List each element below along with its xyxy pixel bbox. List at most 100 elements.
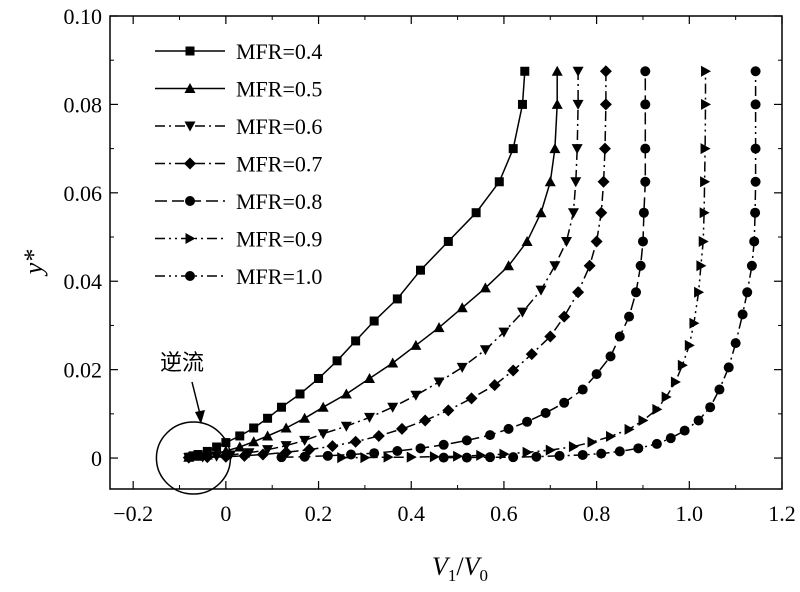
data-point [383, 451, 394, 463]
reverse-flow-label: 逆流 [160, 351, 204, 376]
annotation: 逆流 [155, 351, 232, 495]
data-point [677, 359, 688, 371]
data-point [415, 443, 426, 454]
data-point [640, 99, 651, 110]
x-title-sub1: 1 [448, 566, 457, 585]
data-point [234, 441, 246, 452]
data-point [410, 339, 422, 350]
data-point [314, 373, 324, 383]
data-point [295, 389, 305, 399]
data-point [640, 143, 651, 154]
x-tick-label: 1.2 [768, 501, 796, 526]
data-point [332, 356, 342, 366]
data-point [606, 430, 617, 442]
data-point [531, 451, 542, 462]
y-tick-label: 0.08 [64, 92, 103, 117]
data-point [471, 208, 481, 218]
data-point [638, 207, 649, 218]
data-point [670, 376, 681, 388]
data-point [280, 441, 292, 452]
plot-frame [109, 15, 783, 490]
data-point [340, 388, 352, 399]
data-point [587, 436, 598, 448]
data-point [591, 369, 602, 380]
data-point [624, 311, 635, 322]
legend-marker [185, 271, 195, 281]
data-point [494, 177, 504, 187]
data-point [443, 236, 453, 246]
y-tick-label: 0.04 [64, 269, 103, 294]
plot-border [109, 15, 783, 490]
data-point [299, 451, 310, 462]
data-point [522, 446, 533, 458]
data-point [742, 287, 753, 298]
legend-label: MFR=0.6 [236, 114, 322, 139]
reverse-flow-arrow-head [195, 410, 205, 424]
data-point [522, 416, 533, 427]
data-point [212, 442, 222, 452]
data-point [599, 65, 612, 78]
data-point [595, 206, 608, 219]
data-point [665, 433, 676, 444]
data-point [392, 445, 403, 456]
data-point [387, 357, 399, 368]
data-point [429, 451, 440, 463]
data-point [337, 452, 348, 464]
data-point [737, 309, 748, 320]
data-point [651, 438, 662, 449]
reverse-flow-circle [155, 421, 232, 495]
data-point [219, 450, 232, 463]
data-point [572, 66, 584, 77]
legend-label: MFR=0.8 [236, 189, 322, 214]
data-point [640, 66, 651, 77]
legend-label: MFR=0.5 [236, 77, 322, 102]
data-point [249, 423, 259, 433]
legend-label: MFR=1.0 [236, 264, 322, 289]
data-point [256, 448, 269, 461]
data-point [364, 412, 376, 423]
data-point [551, 98, 563, 109]
x-tick-label: 0 [220, 501, 231, 526]
data-point [322, 450, 333, 461]
data-point [406, 451, 417, 463]
legend-marker [185, 46, 195, 56]
data-point [571, 144, 583, 155]
data-point [701, 98, 712, 110]
data-point [545, 444, 556, 456]
data-point [317, 401, 329, 412]
data-point [503, 423, 514, 434]
data-point [392, 294, 402, 304]
data-point [453, 450, 464, 462]
data-point [479, 282, 491, 293]
data-point [535, 285, 547, 296]
data-point [262, 445, 274, 456]
legend-label: MFR=0.7 [236, 152, 322, 177]
data-point [299, 435, 311, 446]
data-point [276, 452, 287, 463]
series-layer [182, 65, 761, 464]
data-point [182, 451, 195, 464]
x-tick-label: 0.6 [490, 501, 518, 526]
data-point [554, 450, 565, 461]
data-point [750, 176, 761, 187]
data-point [465, 392, 478, 405]
data-point [520, 66, 530, 76]
data-point [364, 372, 376, 383]
data-point [700, 143, 711, 155]
series-mfr-0-7 [182, 65, 612, 464]
data-point [679, 425, 690, 436]
data-point [723, 362, 734, 373]
data-point [614, 446, 625, 457]
series-mfr-0-8 [276, 66, 651, 463]
data-point [438, 439, 449, 450]
data-point [605, 351, 616, 362]
data-point [714, 384, 725, 395]
data-point [544, 330, 557, 343]
data-point [485, 452, 496, 463]
data-point [558, 310, 571, 323]
reverse-flow-arrow-shaft [191, 381, 201, 415]
series-mfr-0-6 [183, 66, 584, 464]
data-point [461, 452, 472, 463]
x-tick-label: 0.8 [583, 501, 611, 526]
